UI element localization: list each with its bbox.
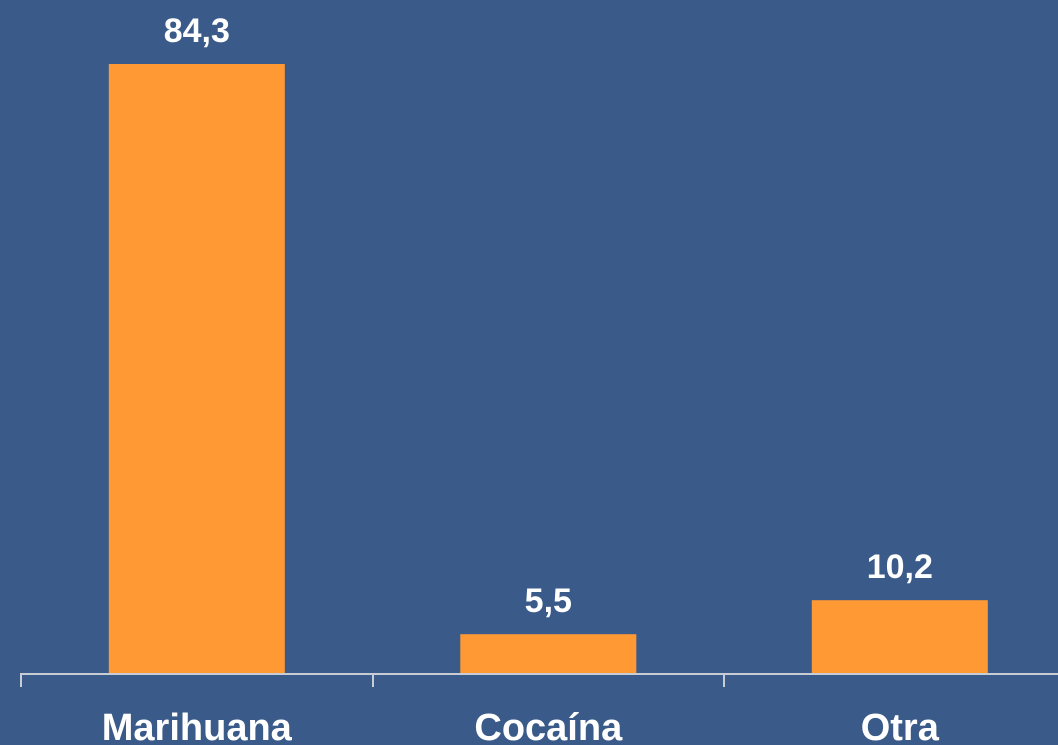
bar-marihuana — [108, 64, 285, 674]
bars-group — [108, 64, 988, 674]
data-label: 5,5 — [525, 582, 572, 620]
x-axis — [20, 673, 1058, 687]
value-labels-group: 84,3 5,5 10,2 — [164, 12, 933, 620]
bar-otra — [811, 600, 988, 674]
data-label: 10,2 — [867, 548, 933, 586]
category-tick-label: Cocaína — [474, 707, 623, 745]
data-label: 84,3 — [164, 12, 230, 50]
category-tick-label: Otra — [861, 707, 940, 745]
bar-cocaína — [460, 634, 637, 674]
category-tick-label: Marihuana — [102, 707, 293, 745]
category-labels-group: Marihuana Cocaína Otra — [102, 707, 940, 745]
